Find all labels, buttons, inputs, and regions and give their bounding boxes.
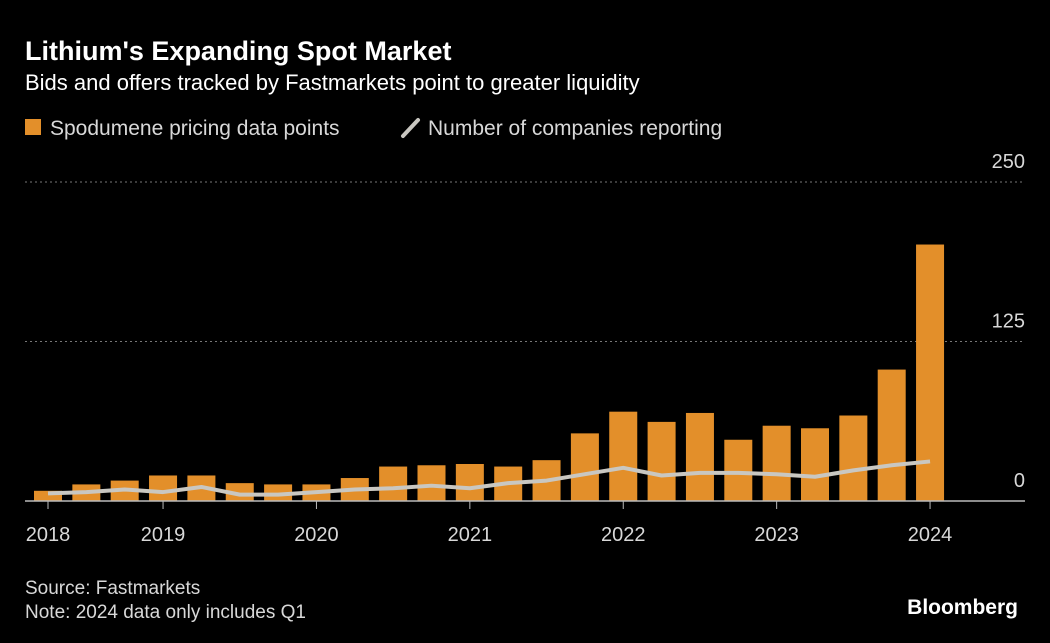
x-tick-label: 2019 <box>141 524 186 546</box>
x-tick-label: 2022 <box>601 524 646 546</box>
bar <box>685 412 714 501</box>
bar <box>839 415 868 501</box>
bar <box>609 411 638 501</box>
bar <box>801 428 829 501</box>
legend-swatch-line <box>401 118 420 138</box>
bar <box>417 465 446 501</box>
bar <box>455 463 484 501</box>
x-tick-label: 2023 <box>754 524 799 546</box>
x-tick-label: 2020 <box>294 524 339 546</box>
bar <box>916 244 945 502</box>
y-tick-label: 250 <box>992 151 1025 173</box>
x-tick-label: 2018 <box>26 524 71 546</box>
bar <box>34 490 62 501</box>
bar <box>724 439 753 501</box>
legend-label: Number of companies reporting <box>428 117 722 140</box>
x-tick-label: 2024 <box>908 524 953 546</box>
bar <box>877 369 906 501</box>
bar <box>570 433 599 501</box>
bar <box>762 425 791 501</box>
bar <box>149 475 178 501</box>
x-tick-label: 2021 <box>448 524 493 546</box>
y-tick-label: 125 <box>992 311 1025 333</box>
legend-label: Spodumene pricing data points <box>50 117 340 140</box>
note: Note: 2024 data only includes Q1 <box>25 602 306 623</box>
y-tick-label: 0 <box>1014 470 1025 492</box>
chart-subtitle: Bids and offers tracked by Fastmarkets p… <box>25 70 640 95</box>
chart-title: Lithium's Expanding Spot Market <box>25 36 451 66</box>
bar <box>379 466 408 501</box>
source: Source: Fastmarkets <box>25 578 200 599</box>
brand: Bloomberg <box>907 596 1018 619</box>
line <box>47 459 931 497</box>
bar <box>647 421 676 501</box>
legend-swatch-bar <box>25 119 41 135</box>
